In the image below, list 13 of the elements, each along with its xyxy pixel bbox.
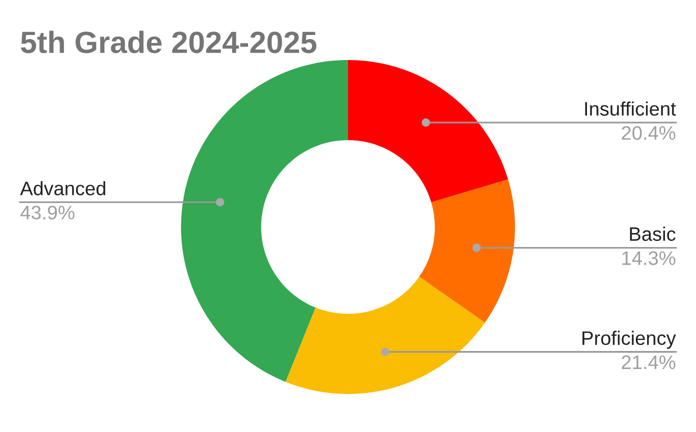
slice-label: Insufficient [585, 101, 676, 116]
chart-title: 5th Grade 2024-2025 [20, 30, 316, 54]
donut-slice [348, 60, 508, 202]
slice-label: Proficiency [582, 330, 676, 349]
slice-label: Basic [630, 226, 676, 241]
donut-slice [419, 179, 515, 323]
data-label: 20.4% [622, 126, 676, 140]
slice-label: Advanced [20, 181, 106, 196]
donut-slice [286, 276, 485, 394]
data-label: 14.3% [622, 251, 676, 266]
data-label: 43.9% [20, 206, 74, 220]
data-label: 21.4% [622, 355, 676, 370]
donut-slice [181, 60, 348, 382]
